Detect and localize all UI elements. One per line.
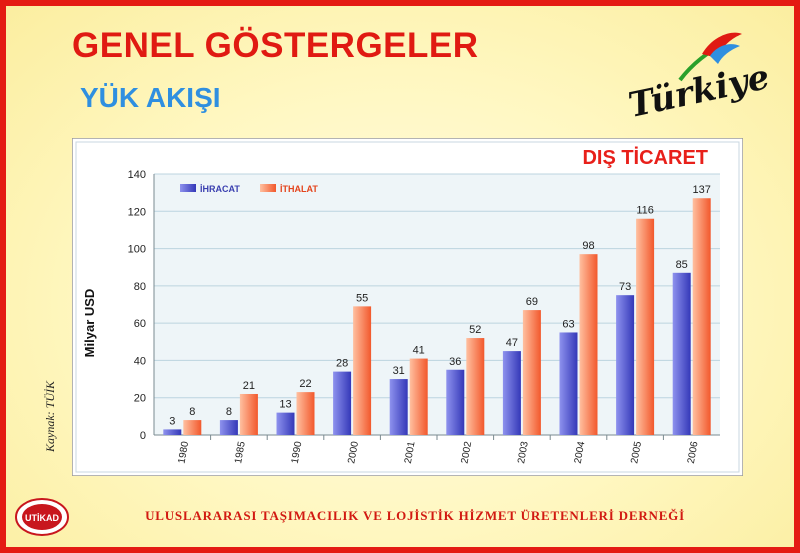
bar-ithalat: [522, 310, 541, 435]
legend-swatch-ithalat: [260, 184, 276, 192]
x-tick-label: 2001: [403, 440, 418, 464]
bar-ithalat: [296, 392, 315, 435]
legend-swatch-ihracat: [180, 184, 196, 192]
x-tick-label: 2004: [573, 440, 588, 464]
data-label-ithalat: 98: [582, 240, 594, 252]
plot-area: [154, 174, 720, 435]
x-tick-label: 1985: [233, 440, 248, 464]
data-label-ithalat: 55: [356, 292, 368, 304]
legend-label-ithalat: İTHALAT: [280, 184, 318, 194]
x-tick-label: 2005: [629, 440, 644, 464]
bar-ithalat: [692, 198, 711, 435]
bar-ihracat: [502, 351, 521, 435]
tulip-logo-icon: [678, 32, 742, 82]
x-tick-label: 1980: [176, 440, 191, 464]
turkiye-logo-text: Türkiye: [625, 57, 772, 124]
chart-title: DIŞ TİCARET: [582, 146, 708, 169]
x-tick-label: 2002: [459, 440, 474, 464]
bar-ihracat: [219, 420, 238, 435]
bar-ihracat: [163, 429, 182, 435]
y-tick-label: 0: [140, 430, 146, 442]
data-label-ihracat: 8: [226, 406, 232, 418]
data-label-ihracat: 3: [169, 415, 175, 427]
bar-ithalat: [409, 358, 428, 435]
bar-ithalat: [579, 254, 598, 435]
y-tick-label: 100: [128, 244, 146, 256]
bar-ihracat: [333, 371, 352, 435]
page-title: GENEL GÖSTERGELER: [72, 26, 479, 65]
bar-ihracat: [672, 272, 691, 435]
bar-ihracat: [559, 332, 578, 435]
y-tick-label: 60: [134, 318, 146, 330]
data-label-ihracat: 28: [336, 358, 348, 370]
data-label-ithalat: 116: [636, 205, 654, 217]
data-label-ithalat: 52: [469, 324, 481, 336]
data-label-ihracat: 31: [393, 365, 405, 377]
legend: İHRACAT İTHALAT: [180, 184, 318, 194]
bar-ithalat: [353, 306, 372, 435]
y-tick-label: 120: [128, 206, 146, 218]
y-tick-label: 140: [128, 169, 146, 181]
page-subtitle: YÜK AKIŞI: [80, 82, 221, 113]
data-label-ithalat: 21: [243, 380, 255, 392]
badge-text: UTİKAD: [25, 513, 59, 523]
data-label-ithalat: 137: [693, 184, 711, 196]
x-tick-label: 2003: [516, 440, 531, 464]
data-label-ihracat: 85: [676, 259, 688, 271]
y-tick-label: 40: [134, 355, 146, 367]
data-label-ihracat: 73: [619, 281, 631, 293]
legend-label-ihracat: İHRACAT: [200, 184, 240, 194]
data-label-ithalat: 22: [299, 378, 311, 390]
bar-ithalat: [636, 218, 655, 435]
bar-ihracat: [276, 412, 295, 435]
bar-ihracat: [446, 369, 465, 435]
data-label-ihracat: 63: [562, 318, 574, 330]
data-label-ithalat: 41: [413, 345, 425, 357]
bar-ihracat: [389, 379, 408, 435]
x-tick-label: 2000: [346, 440, 361, 464]
turkiye-logo: Türkiye: [625, 32, 772, 124]
data-label-ithalat: 69: [526, 296, 538, 308]
utikad-badge: UTİKAD: [15, 498, 69, 536]
x-tick-label: 2006: [686, 440, 701, 464]
trade-chart: DIŞ TİCARET Milyar USD 0 20 40 60 80 100 120 14…: [72, 138, 743, 476]
footer-organization: ULUSLARARASI TAŞIMACILIK VE LOJİSTİK HİZ…: [145, 508, 685, 523]
source-note: Kaynak: TÜİK: [43, 381, 57, 452]
chart-inner-frame: [75, 141, 740, 473]
label-layer: 3 8 1980 8 21 1985 13 22 1990 28 55 2000 31 41 2001 36 5…: [169, 184, 711, 464]
data-label-ihracat: 47: [506, 337, 518, 349]
data-label-ithalat: 8: [189, 406, 195, 418]
y-tick-label: 80: [134, 281, 146, 293]
data-label-ihracat: 13: [279, 399, 291, 411]
y-tick-label: 20: [134, 393, 146, 405]
y-axis-label: Milyar USD: [82, 289, 97, 358]
x-tick-label: 1990: [290, 440, 305, 464]
bar-ithalat: [183, 420, 202, 435]
bar-ihracat: [616, 295, 635, 435]
bar-layer: [163, 198, 711, 435]
bar-ithalat: [466, 338, 485, 435]
data-label-ihracat: 36: [449, 356, 461, 368]
bar-ithalat: [239, 393, 258, 435]
